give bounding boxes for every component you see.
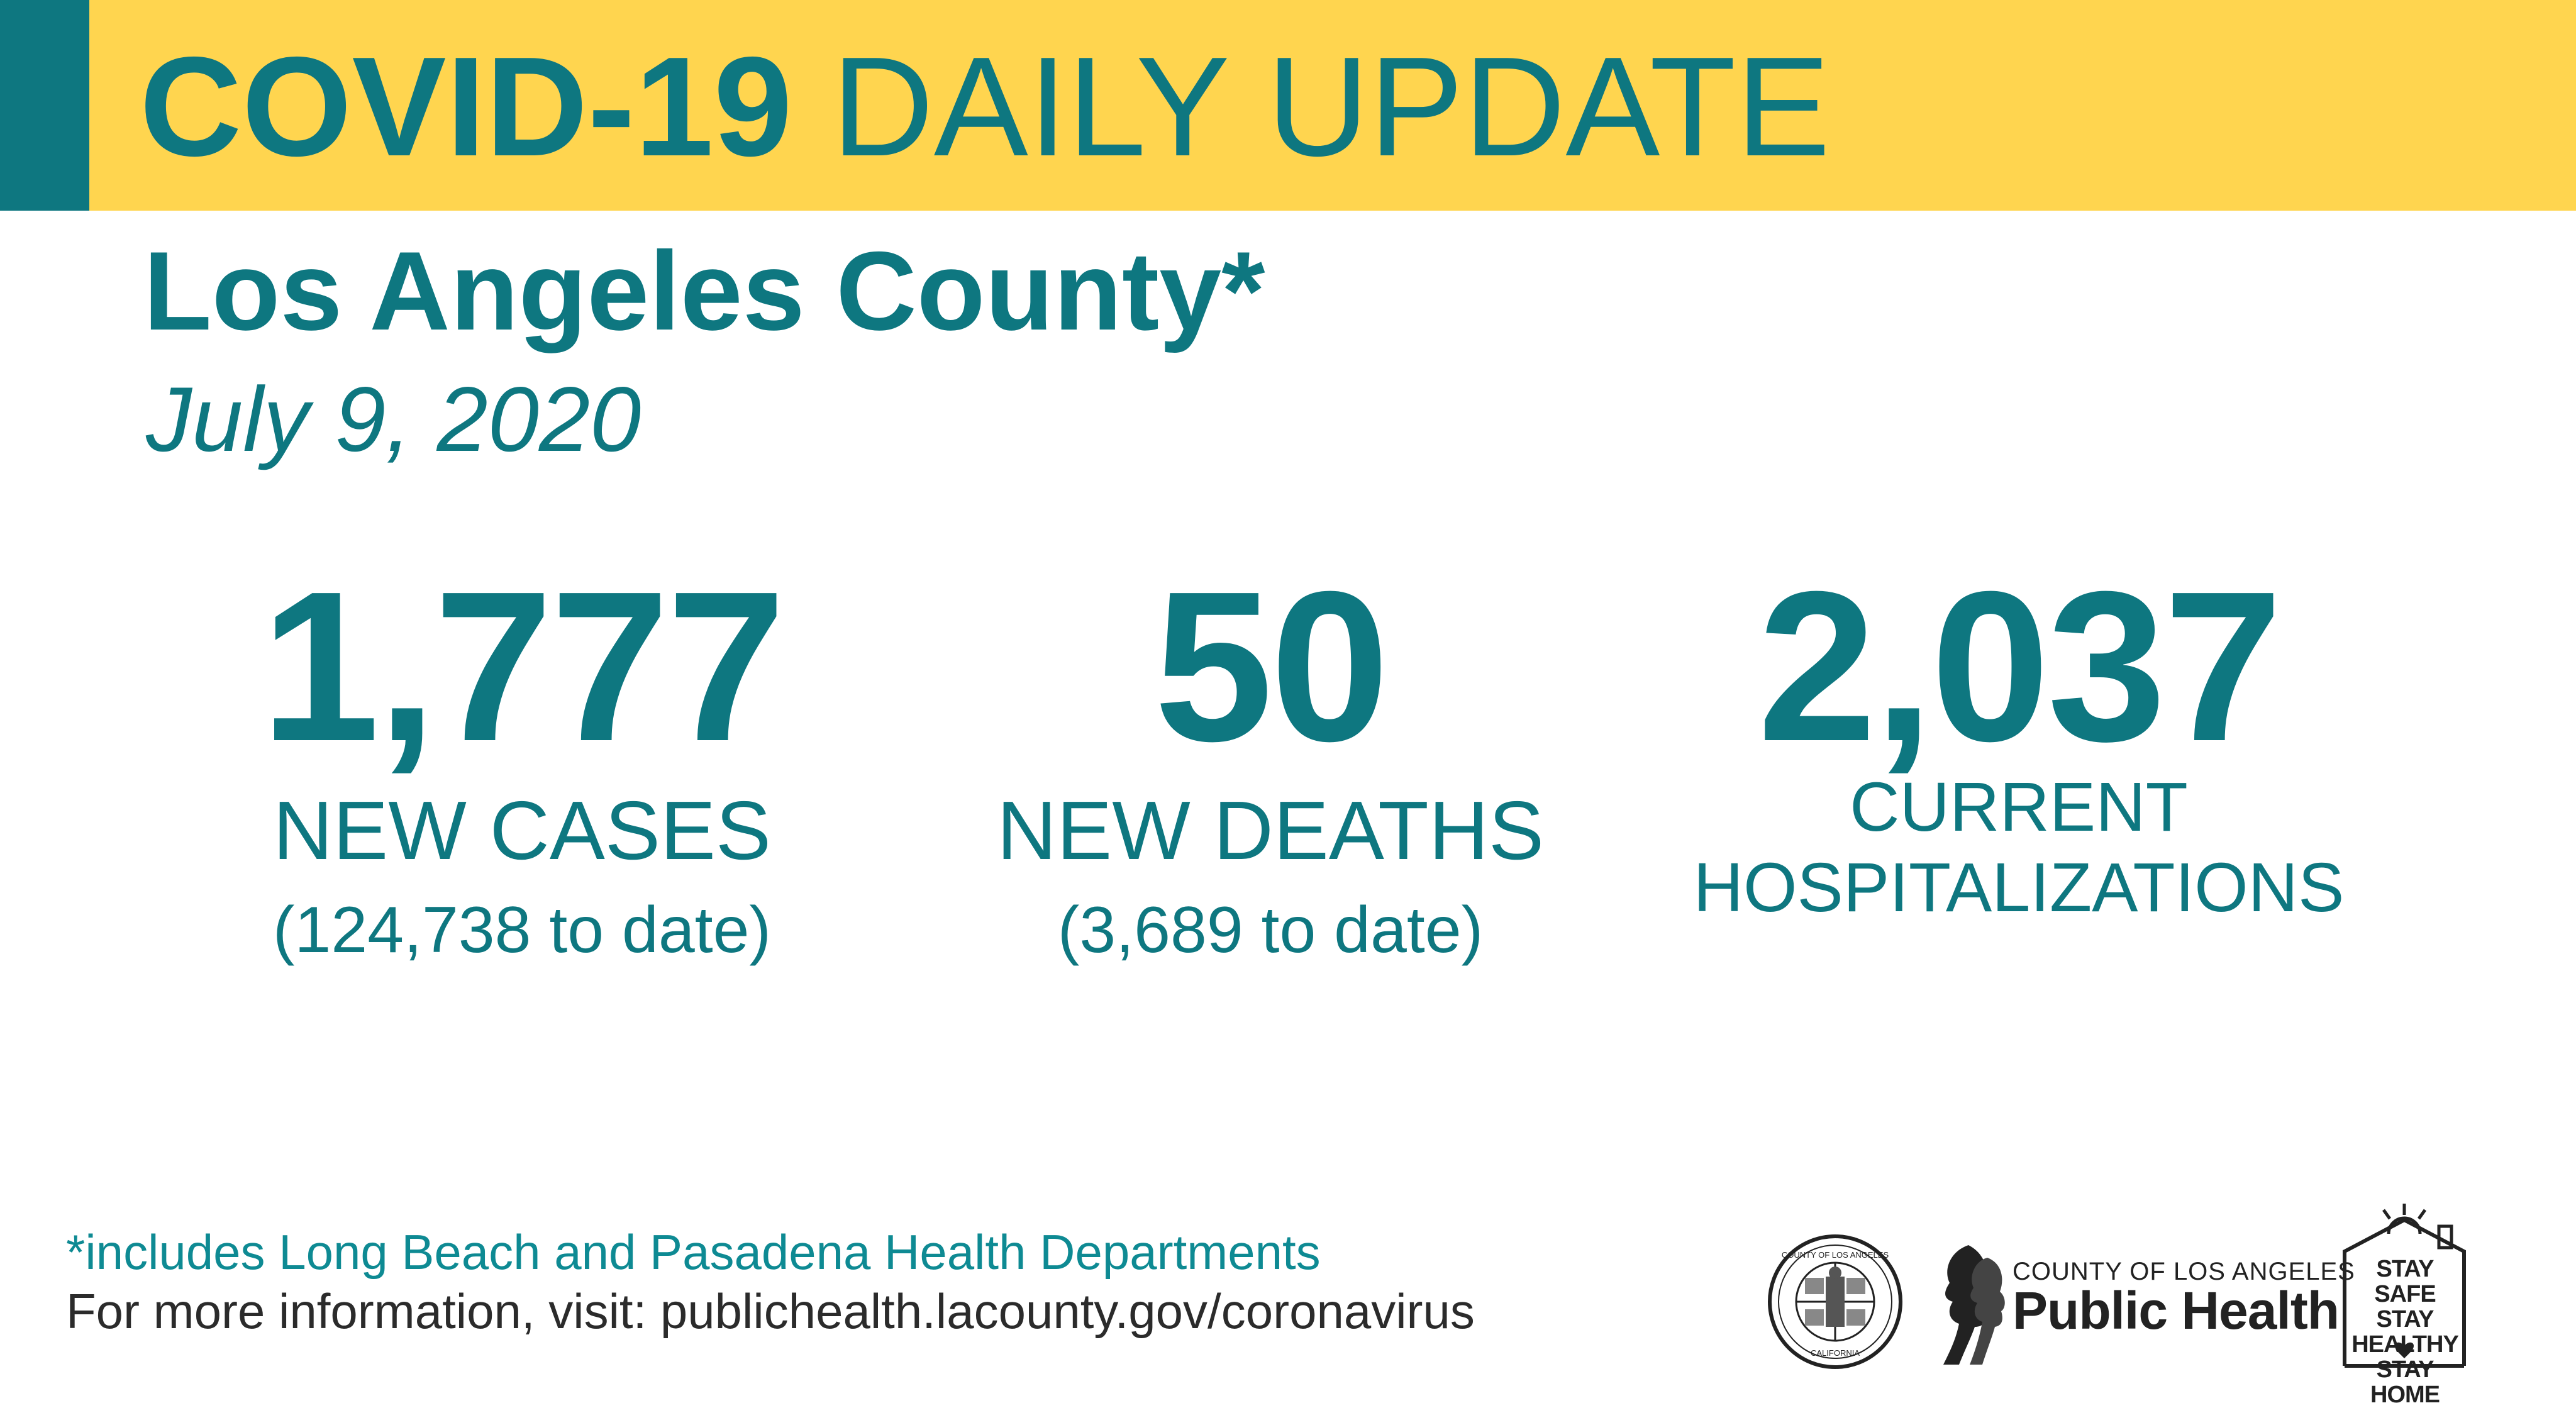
- new-deaths-stat: 50 NEW DEATHS (3,689 to date): [950, 547, 1591, 967]
- page-title: COVID-19 DAILY UPDATE: [140, 34, 1830, 179]
- deaths-to-date: (3,689 to date): [1057, 894, 1484, 967]
- new-cases-value: 1,777: [260, 547, 786, 786]
- seal-top-text: COUNTY OF LOS ANGELES: [1782, 1250, 1889, 1260]
- stay-text: STAY SAFE STAY HEALTHY STAY HOME: [2345, 1256, 2465, 1407]
- hospitalizations-value: 2,037: [1757, 547, 2283, 786]
- county-seal-logo: COUNTY OF LOS ANGELES CALIFORNIA: [1766, 1233, 1904, 1371]
- cases-to-date: (124,738 to date): [272, 894, 772, 967]
- county-seal-icon: COUNTY OF LOS ANGELES CALIFORNIA: [1768, 1234, 1902, 1369]
- new-deaths-value: 50: [1153, 547, 1389, 786]
- hospitalizations-label-line2: HOSPITALIZATIONS: [1693, 849, 2345, 926]
- stay-safe-text: STAY SAFE: [2374, 1256, 2436, 1307]
- hospitalizations-label-line1: CURRENT: [1850, 768, 2188, 846]
- seal-bottom-text: CALIFORNIA: [1811, 1348, 1860, 1358]
- title-banner: [0, 0, 2576, 211]
- county-heading: Los Angeles County*: [143, 228, 1265, 353]
- new-cases-stat: 1,777 NEW CASES (124,738 to date): [208, 547, 836, 967]
- stay-home-text: STAY HOME: [2370, 1356, 2440, 1408]
- more-info-text: For more information, visit: publichealt…: [66, 1283, 1475, 1339]
- public-health-logo: COUNTY OF LOS ANGELES Public Health: [1924, 1233, 2355, 1371]
- hospitalizations-stat: 2,037 CURRENT HOSPITALIZATIONS: [1673, 547, 2365, 928]
- footnote: *includes Long Beach and Pasadena Health…: [66, 1224, 1321, 1280]
- banner-accent-bar: [0, 0, 89, 211]
- stay-safe-logo: STAY SAFE STAY HEALTHY STAY HOME: [2338, 1201, 2470, 1407]
- title-covid: COVID-19: [140, 27, 792, 186]
- new-cases-label: NEW CASES: [272, 784, 772, 877]
- profile-faces-icon: [1943, 1245, 2005, 1365]
- report-date: July 9, 2020: [146, 368, 641, 470]
- public-health-text: Public Health: [2012, 1281, 2340, 1340]
- new-deaths-label: NEW DEATHS: [996, 784, 1545, 877]
- house-icon: [2343, 1204, 2466, 1368]
- title-daily-update: DAILY UPDATE: [831, 27, 1831, 186]
- stay-healthy-text: STAY HEALTHY: [2351, 1306, 2459, 1358]
- public-health-county-text: COUNTY OF LOS ANGELES: [2012, 1258, 2355, 1285]
